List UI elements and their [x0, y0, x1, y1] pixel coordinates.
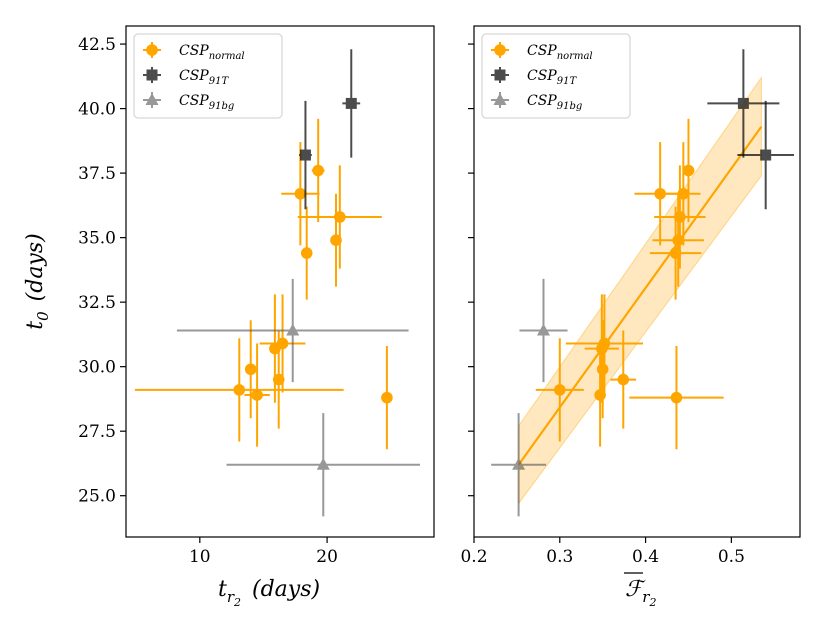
right-CSP_normal-marker-3	[674, 211, 686, 223]
left-ytick-label-7: 42.5	[78, 35, 116, 55]
left-CSP_91bg-point-1	[226, 413, 420, 517]
right-CSP_normal-marker-1	[682, 164, 695, 177]
left-CSP_normal-point-4	[300, 206, 313, 300]
right-xtick-label-1: 0.3	[546, 547, 573, 567]
right-CSP_normal-marker-8	[596, 363, 609, 376]
left-CSP_normal-point-10	[244, 343, 270, 447]
right-CSP_91bg-point-1	[491, 413, 547, 517]
left-ylabel: t0 (days)	[23, 233, 52, 329]
left-legend-label-CSP_91bg: CSP91bg	[179, 93, 234, 112]
right-fit-confidence-band	[518, 76, 762, 505]
right-xlabel: ℱr2	[625, 577, 656, 609]
right-CSP_normal-point-1	[682, 118, 695, 223]
left-CSP_91bg-point-0	[176, 278, 409, 383]
right-CSP_91bg-point-0	[519, 278, 568, 383]
right-legend-label-CSP_normal: CSPnormal	[527, 43, 593, 62]
left-CSP_91bg-marker-1	[316, 457, 330, 470]
left-CSP_91T-marker-0	[299, 149, 311, 161]
right-CSP_normal-marker-9	[617, 373, 630, 386]
left-CSP_normal-point-11	[381, 346, 393, 450]
left-CSP_normal-point-9	[134, 338, 344, 442]
right-xtick-label-0: 0.2	[460, 547, 487, 567]
left-ytick-label-4: 35.0	[78, 229, 116, 249]
left-CSP_normal-marker-10	[251, 389, 263, 401]
right-CSP_91T-marker-0	[737, 97, 749, 109]
left-CSP_normal-marker-0	[294, 187, 307, 200]
left-CSP_normal-point-8	[244, 320, 257, 419]
right-legend-symbol-CSP_normal	[491, 42, 509, 58]
right-CSP_normal-point-9	[610, 330, 637, 429]
right-plot-frame	[473, 25, 801, 538]
right-legend-marker-CSP_normal	[494, 44, 506, 56]
left-CSP_normal-marker-4	[300, 247, 313, 259]
left-CSP_normal-marker-7	[272, 373, 285, 386]
right-legend-marker-CSP_91bg	[493, 93, 507, 105]
left-xtick-label-1: 20	[316, 547, 338, 567]
left-CSP_normal-marker-3	[330, 234, 342, 247]
right-CSP_normal-marker-10	[553, 384, 566, 396]
left-CSP_91bg-marker-0	[286, 323, 300, 336]
right-fit-line	[517, 126, 763, 466]
left-legend-label-CSP_91T: CSP91T	[179, 68, 229, 87]
right-CSP_normal-marker-12	[670, 391, 683, 404]
left-CSP_normal-marker-11	[381, 391, 393, 404]
right-CSP_normal-point-10	[535, 338, 584, 442]
right-legend-symbol-CSP_91bg	[491, 92, 509, 108]
right-CSP_normal-marker-5	[669, 247, 682, 259]
left-CSP_normal-point-7	[272, 330, 285, 429]
right-xtick-label-2: 0.4	[632, 547, 659, 567]
left-CSP_normal-marker-1	[312, 164, 324, 177]
left-legend-box	[133, 33, 283, 119]
right-legend-marker-CSP_91T	[494, 69, 506, 81]
left-legend-marker-CSP_normal	[146, 44, 158, 56]
right-CSP_91bg-marker-1	[512, 457, 526, 470]
right-CSP_91bg-marker-0	[536, 323, 550, 336]
left-legend-symbol-CSP_normal	[143, 42, 161, 58]
right-CSP_91T-point-1	[737, 100, 794, 210]
left-legend-symbol-CSP_91T	[143, 67, 161, 83]
left-legend-marker-CSP_91bg	[145, 93, 159, 105]
left-CSP_91T-point-1	[342, 49, 361, 158]
left-ytick-label-0: 25.0	[78, 487, 116, 507]
left-ytick-label-5: 37.5	[78, 164, 116, 184]
right-CSP_normal-point-5	[649, 206, 702, 300]
left-plot-frame	[125, 25, 435, 538]
left-ytick-label-1: 27.5	[78, 422, 116, 442]
left-ytick-label-6: 40.0	[78, 100, 116, 120]
left-legend-label-CSP_normal: CSPnormal	[179, 43, 245, 62]
right-CSP_91T-marker-1	[760, 149, 772, 161]
right-CSP_91T-point-0	[707, 49, 780, 158]
right-CSP_normal-marker-4	[672, 234, 684, 247]
right-legend-label-CSP_91bg: CSP91bg	[527, 93, 582, 112]
right-CSP_normal-point-12	[629, 346, 724, 450]
left-CSP_normal-marker-9	[233, 384, 246, 396]
left-xlabel: tr2 (days)	[218, 577, 320, 609]
right-legend-box	[481, 33, 631, 119]
right-CSP_normal-marker-0	[654, 187, 666, 200]
right-legend-label-CSP_91T: CSP91T	[527, 68, 577, 87]
right-legend-symbol-CSP_91T	[491, 67, 509, 83]
left-CSP_normal-point-3	[330, 193, 342, 287]
right-CSP_normal-point-11	[594, 343, 606, 447]
left-xtick-label-0: 10	[189, 547, 211, 567]
left-CSP_normal-marker-8	[244, 363, 257, 376]
left-CSP_91T-point-0	[299, 100, 312, 210]
right-xtick-label-3: 0.5	[718, 547, 745, 567]
left-ytick-label-3: 32.5	[78, 293, 116, 313]
left-ytick-label-2: 30.0	[78, 358, 116, 378]
right-CSP_normal-marker-11	[594, 389, 606, 401]
left-legend-marker-CSP_91T	[146, 69, 158, 81]
left-CSP_normal-point-1	[311, 118, 325, 223]
left-legend-symbol-CSP_91bg	[143, 92, 161, 108]
left-CSP_91T-marker-1	[345, 97, 357, 109]
